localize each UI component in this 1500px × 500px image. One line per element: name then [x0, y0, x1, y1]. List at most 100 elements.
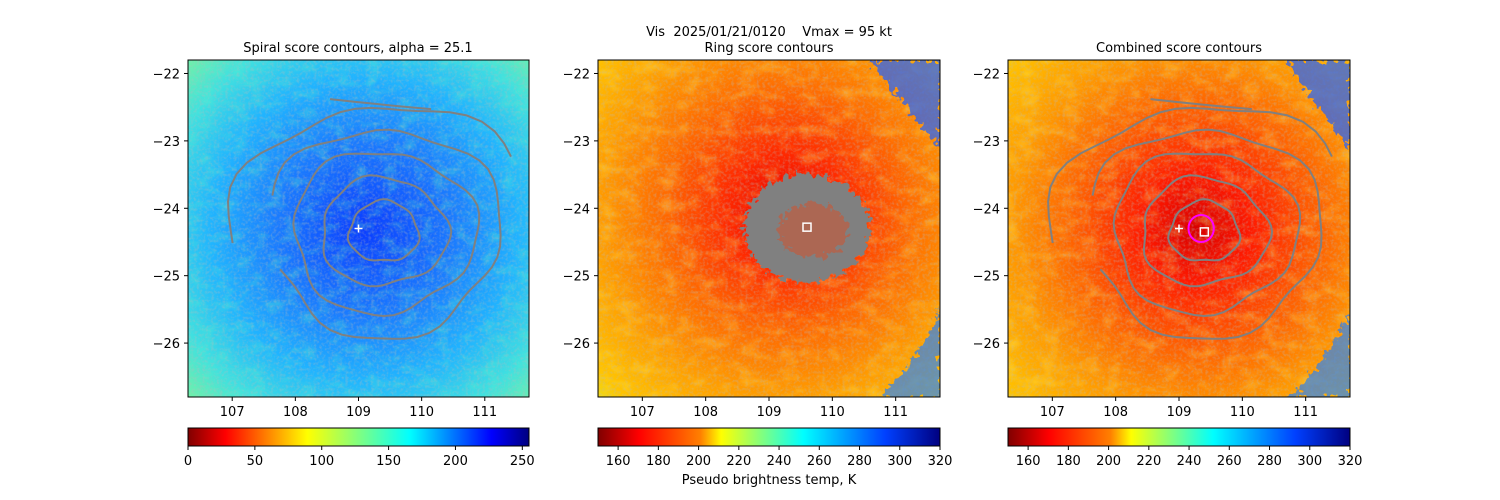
- ring-panel-title: Ring score contours: [704, 41, 833, 56]
- colorbar-tick-label: 50: [247, 454, 264, 469]
- square-marker: [802, 222, 812, 232]
- y-tick-label: −24: [973, 202, 1000, 217]
- combined-panel-title: Combined score contours: [1096, 41, 1262, 56]
- ring-x-axis: 107 108 109 110 111: [630, 397, 908, 420]
- colorbar-tick-label: 100: [309, 454, 334, 469]
- contour-line: [1167, 198, 1242, 262]
- colorbar-tick-label: 220: [726, 454, 751, 469]
- contour-line: [292, 152, 481, 318]
- spiral-contours: [226, 98, 512, 340]
- ring-blue-corner-ne: [870, 60, 940, 150]
- colorbar-tick-label: 240: [1177, 454, 1202, 469]
- colorbar-tick-label: 160: [606, 454, 631, 469]
- ring-y-axis: −22 −23 −24 −25 −26: [563, 67, 598, 352]
- combined-colorbar: [1007, 427, 1351, 447]
- x-tick-label: 111: [883, 405, 908, 420]
- spiral-score-panel: Spiral score contours, alpha = 25.1 107 1…: [153, 41, 535, 469]
- y-tick-label: −22: [973, 67, 1000, 82]
- spiral-colorbar: [187, 427, 530, 447]
- ring-colorbar-ticks: 160 180 200 220 240 260 280 300 320: [606, 446, 953, 469]
- contour-line: [1047, 106, 1333, 244]
- combined-contours: [1047, 98, 1333, 340]
- colorbar-tick-label: 300: [1297, 454, 1322, 469]
- x-tick-label: 110: [820, 405, 845, 420]
- colorbar-tick-label: 320: [928, 454, 953, 469]
- x-tick-label: 108: [283, 405, 308, 420]
- colorbar-tick-label: 180: [646, 454, 671, 469]
- colorbar-tick-label: 200: [443, 454, 468, 469]
- combined-blue-corner-se: [1290, 310, 1350, 397]
- combined-blue-corner-ne: [1285, 60, 1350, 150]
- circle-marker: [1187, 214, 1215, 243]
- colorbar-tick-label: 220: [1136, 454, 1161, 469]
- colorbar-tick-label: 0: [184, 454, 192, 469]
- colorbar-tick-label: 250: [510, 454, 535, 469]
- plus-marker: [1175, 224, 1183, 233]
- square-marker: [1199, 227, 1210, 237]
- combined-x-axis: 107 108 109 110 111: [1040, 397, 1318, 420]
- y-tick-label: −25: [973, 270, 1000, 285]
- x-tick-label: 108: [693, 405, 718, 420]
- x-tick-label: 109: [346, 405, 371, 420]
- contour-line: [1091, 128, 1323, 340]
- spiral-colorbar-ticks: 0 50 100 150 200 250: [184, 446, 535, 469]
- colorbar-tick-label: 200: [1096, 454, 1121, 469]
- plus-marker: [354, 224, 363, 233]
- contour-line: [1150, 98, 1252, 111]
- colorbar-tick-label: 240: [767, 454, 792, 469]
- colorbar-tick-label: 180: [1056, 454, 1081, 469]
- x-tick-label: 107: [220, 405, 245, 420]
- colorbar-tick-label: 200: [686, 454, 711, 469]
- ring-markers: [802, 222, 812, 232]
- ring-score-region: [743, 174, 871, 283]
- colorbar-tick-label: 150: [376, 454, 401, 469]
- combined-y-axis: −22 −23 −24 −25 −26: [973, 67, 1008, 352]
- y-tick-label: −25: [563, 270, 590, 285]
- ring-score-gap: [778, 203, 848, 258]
- y-tick-label: −25: [153, 270, 180, 285]
- y-tick-label: −26: [563, 337, 590, 352]
- y-tick-label: −22: [153, 67, 180, 82]
- figure-suptitle: Vis 2025/01/21/0120 Vmax = 95 kt: [646, 25, 892, 40]
- contour-line: [322, 174, 453, 288]
- x-tick-label: 109: [757, 405, 782, 420]
- x-tick-label: 111: [472, 405, 497, 420]
- y-tick-label: −24: [563, 202, 590, 217]
- colorbar-tick-label: 300: [887, 454, 912, 469]
- y-tick-label: −23: [563, 135, 590, 150]
- x-tick-label: 109: [1167, 405, 1192, 420]
- y-tick-label: −23: [153, 135, 180, 150]
- x-tick-label: 110: [1230, 405, 1255, 420]
- colorbar-label: Pseudo brightness temp, K: [682, 473, 857, 488]
- x-tick-label: 107: [1040, 405, 1065, 420]
- spiral-y-axis: −22 −23 −24 −25 −26: [153, 67, 188, 352]
- x-tick-label: 110: [409, 405, 434, 420]
- y-tick-label: −26: [153, 337, 180, 352]
- combined-markers: [1175, 214, 1215, 243]
- contour-line: [1142, 174, 1274, 288]
- colorbar-tick-label: 260: [807, 454, 832, 469]
- contour-line: [346, 198, 421, 262]
- x-tick-label: 111: [1293, 405, 1318, 420]
- y-tick-label: −26: [973, 337, 1000, 352]
- contour-line: [1112, 152, 1302, 318]
- contour-line: [271, 128, 502, 340]
- x-tick-label: 107: [630, 405, 655, 420]
- ring-score-panel: Ring score contours 107 108 109 110 111 −22−…: [563, 41, 953, 488]
- spiral-x-axis: 107 108 109 110 111: [220, 397, 497, 420]
- combined-colorbar-ticks: 160 180 200 220 240 260 280 300 320: [1016, 446, 1363, 469]
- combined-score-panel: Combined score contours 107 108 109 110 111 …: [973, 41, 1363, 469]
- contour-line: [226, 106, 512, 244]
- colorbar-tick-label: 280: [1257, 454, 1282, 469]
- spiral-markers: [354, 224, 363, 233]
- x-tick-label: 108: [1103, 405, 1128, 420]
- spiral-panel-title: Spiral score contours, alpha = 25.1: [243, 41, 472, 56]
- colorbar-tick-label: 260: [1217, 454, 1242, 469]
- ring-blue-corner-se: [880, 310, 940, 397]
- contour-line: [329, 98, 432, 111]
- y-tick-label: −22: [563, 67, 590, 82]
- ring-colorbar: [597, 427, 941, 447]
- y-tick-label: −24: [153, 202, 180, 217]
- colorbar-tick-label: 320: [1338, 454, 1363, 469]
- colorbar-tick-label: 160: [1016, 454, 1041, 469]
